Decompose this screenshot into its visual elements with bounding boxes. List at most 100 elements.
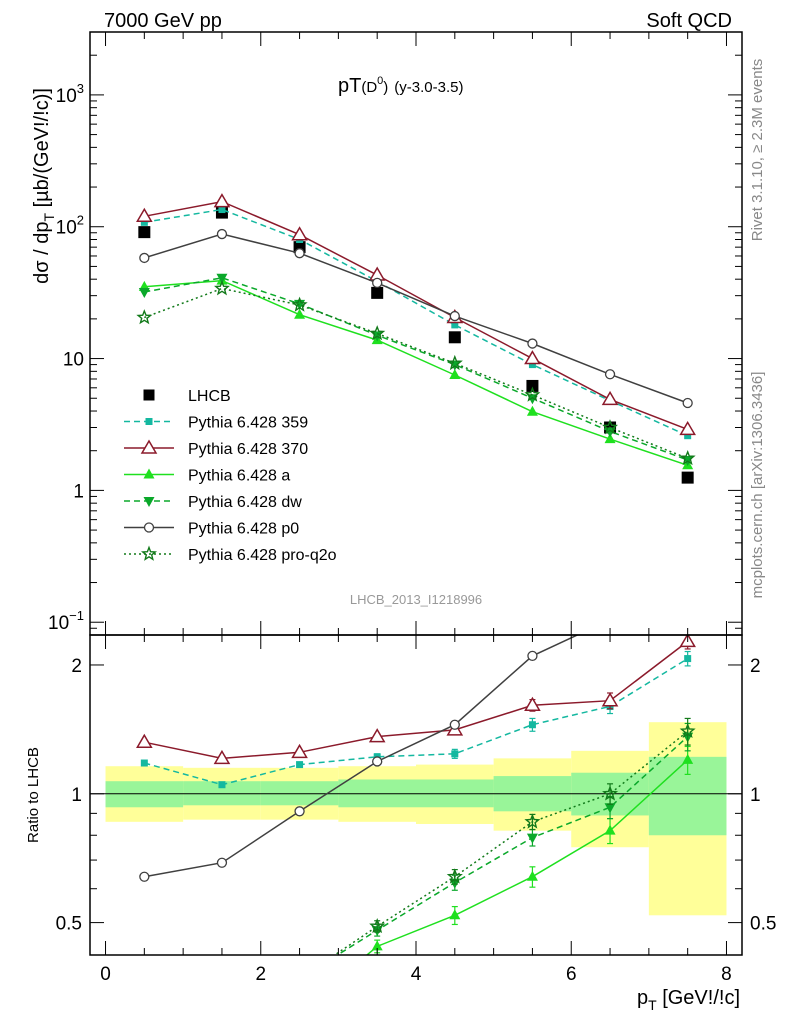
ratio-series-line (144, 635, 580, 878)
marker-open-star (524, 386, 541, 402)
marker-open-circle (216, 857, 228, 868)
marker-open-star (524, 813, 541, 829)
marker-small-square (218, 781, 226, 789)
marker-open-triangle (601, 692, 619, 707)
title-main: pT (338, 75, 361, 97)
marker-triangle-down (526, 833, 538, 844)
main-y-tick-label: 10−1 (48, 608, 84, 634)
marker-open-star (446, 354, 463, 371)
marker-small-square (140, 218, 148, 226)
marker-open-star (446, 868, 463, 884)
ratio-ylabel: Ratio to LHCB (25, 747, 42, 843)
mcplots-label: mcplots.cern.ch [arXiv:1306.3436] (749, 372, 766, 599)
ratio-series-group (136, 635, 696, 955)
tick-base: 10 (63, 350, 84, 371)
legend-item: Pythia 6.428 pro-q2o (124, 545, 337, 564)
marker-small-square (451, 321, 459, 329)
marker-small-square (528, 721, 536, 729)
x-axis-label: pT [GeV!/!c] (637, 987, 740, 1013)
marker-triangle-down (143, 497, 155, 507)
marker-triangle (604, 824, 616, 835)
legend-item: Pythia 6.428 370 (124, 439, 308, 458)
x-tick-label: 2 (255, 964, 266, 985)
marker-open-circle (143, 522, 155, 533)
marker-open-circle (682, 397, 693, 409)
legend-label: Pythia 6.428 370 (188, 441, 308, 458)
x-tick-label: 4 (411, 964, 422, 985)
legend-item: Pythia 6.428 a (124, 468, 290, 485)
marker-open-circle (604, 369, 616, 380)
marker-triangle-down (216, 273, 228, 284)
main-ylabel-main: dσ / dp (31, 222, 53, 284)
marker-square (143, 389, 155, 401)
series-line (144, 208, 689, 437)
marker-small-square (684, 432, 692, 440)
marker-open-star (291, 296, 308, 312)
tick-base: 10 (48, 613, 69, 634)
marker-open-triangle (524, 696, 541, 712)
marker-triangle-down (604, 803, 616, 814)
ratio-y-tick-label-right: 1 (750, 785, 761, 806)
marker-square (448, 331, 461, 344)
ratio-y-tick-label: 1 (71, 785, 82, 806)
marker-open-triangle (213, 749, 231, 765)
title-tail: (y-3.0-3.5) (394, 79, 463, 96)
main-ylabel-tail: [µb/(GeV!/!c)] (31, 88, 53, 213)
marker-open-circle (449, 310, 460, 322)
main-y-tick-label: 103 (56, 81, 84, 107)
energy-label: 7000 GeV pp (104, 10, 222, 32)
legend-item: Pythia 6.428 359 (124, 415, 308, 432)
tick-exponent: 2 (77, 213, 84, 228)
category-label: Soft QCD (646, 10, 732, 32)
series-pythia-6-428-pro-q2o (136, 280, 696, 466)
marker-open-star (136, 309, 153, 325)
marker-open-circle (527, 650, 538, 662)
ratio-series-pythia-6-428-p0 (139, 635, 580, 882)
legend-label: Pythia 6.428 359 (188, 415, 308, 432)
tick-base: 10 (56, 218, 77, 239)
title-sub: (D (361, 79, 377, 96)
analysis-watermark: LHCB_2013_I1218996 (350, 592, 482, 607)
marker-small-square (218, 206, 226, 214)
marker-small-square (451, 750, 459, 758)
legend-label: Pythia 6.428 dw (188, 494, 302, 511)
marker-open-triangle (291, 743, 308, 759)
ratio-series-pythia-6-428-370 (136, 635, 696, 765)
marker-small-square (140, 759, 148, 767)
series-line (144, 287, 688, 460)
marker-open-circle (449, 719, 460, 730)
title-sup: 0 (377, 75, 383, 87)
ratio-y-tick-label-right: 2 (750, 656, 761, 677)
marker-triangle (143, 468, 155, 479)
marker-open-star (679, 722, 696, 739)
tick-exponent: −1 (69, 608, 84, 623)
marker-triangle (526, 405, 538, 416)
marker-open-star (369, 917, 386, 934)
title-close: ) (383, 79, 388, 96)
ratio-series-line (144, 657, 689, 786)
marker-open-triangle (140, 439, 158, 454)
series-line (144, 200, 688, 431)
main-ylabel: dσ / dpT [µb/(GeV!/!c)] (31, 88, 57, 284)
marker-square (681, 471, 694, 484)
marker-open-circle (372, 756, 383, 767)
marker-square (138, 226, 151, 239)
x-tick-label: 6 (566, 964, 577, 985)
marker-open-circle (372, 277, 383, 289)
legend-label: Pythia 6.428 p0 (188, 521, 299, 538)
legend-label: Pythia 6.428 pro-q2o (188, 547, 337, 564)
legend-item: Pythia 6.428 dw (124, 494, 302, 511)
series-line (144, 277, 688, 461)
marker-square (371, 286, 384, 299)
marker-triangle (604, 433, 616, 444)
marker-open-star (369, 325, 386, 341)
main-y-tick-label: 1 (73, 481, 84, 502)
marker-small-square (528, 361, 536, 369)
marker-small-square (296, 761, 304, 769)
marker-open-triangle (213, 193, 231, 208)
marker-open-circle (294, 248, 305, 259)
ratio-series-line (144, 640, 689, 760)
